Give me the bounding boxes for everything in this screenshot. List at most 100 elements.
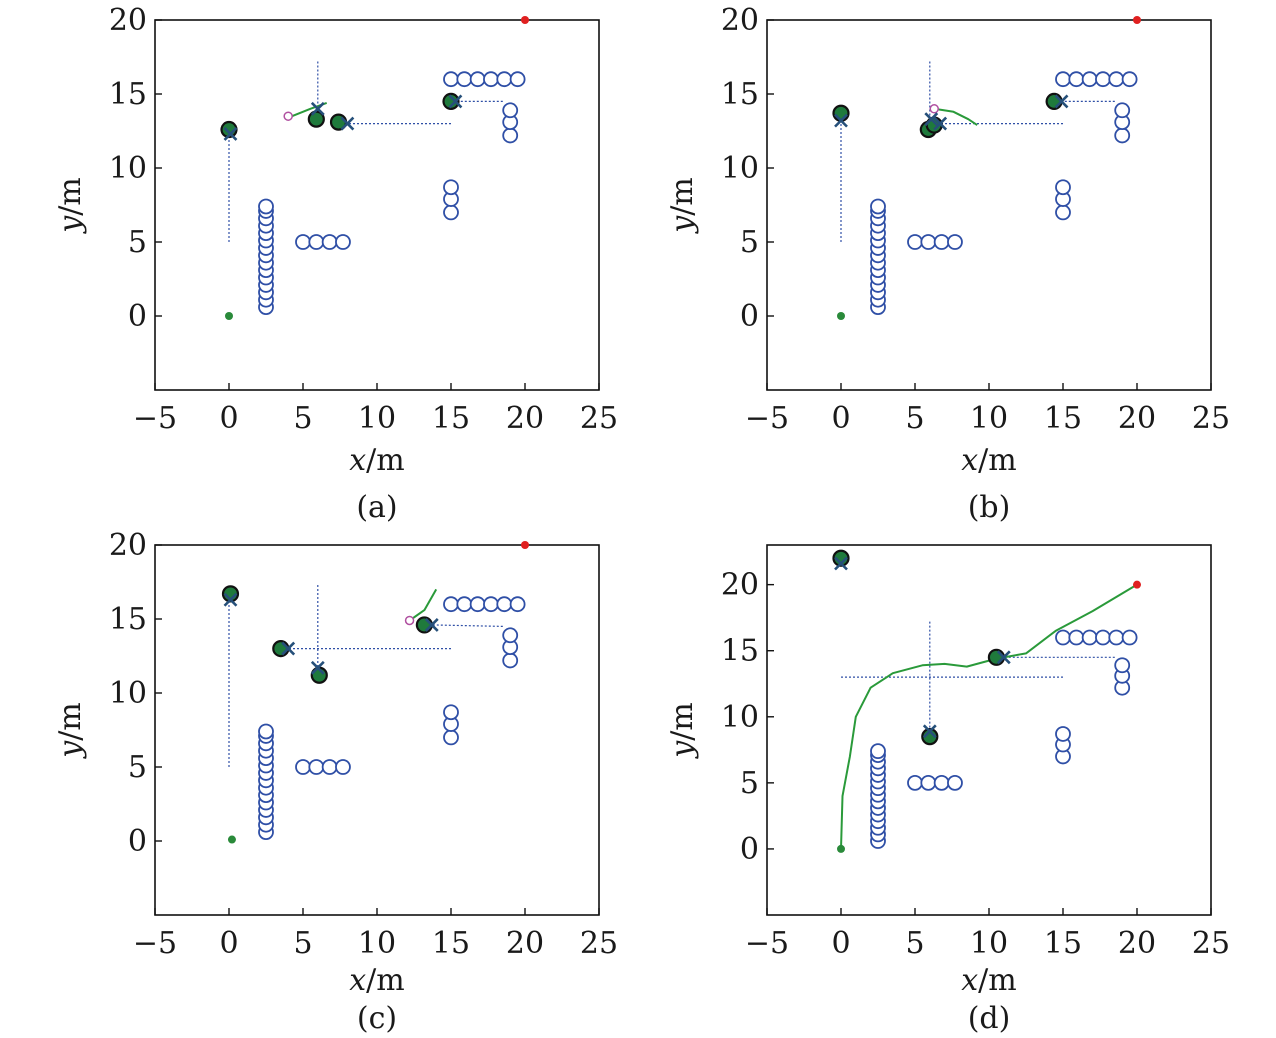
obstacle-circle bbox=[1055, 726, 1071, 742]
y-tick-label: 10 bbox=[721, 151, 759, 186]
x-tick-label: −5 bbox=[745, 401, 789, 436]
start-point bbox=[837, 844, 845, 853]
y-tick-label: 20 bbox=[721, 568, 759, 603]
heading-marker bbox=[310, 660, 325, 675]
x-tick-label: 5 bbox=[293, 926, 312, 961]
x-tick-label: 10 bbox=[358, 926, 396, 961]
x-tick-label: 5 bbox=[905, 401, 924, 436]
x-tick-label: 20 bbox=[506, 401, 544, 436]
y-tick-label: 5 bbox=[740, 225, 759, 260]
predicted-point bbox=[929, 104, 939, 114]
y-axis-label: y/m bbox=[665, 177, 700, 235]
x-tick-label: 0 bbox=[831, 401, 850, 436]
subplot-d: (d) x/m y/m −5 0 5 10 15 20 25 0 5 10 15 20 bbox=[665, 544, 1230, 1036]
obstacle-circle bbox=[933, 234, 950, 250]
dynamic-obstacle bbox=[987, 648, 1006, 666]
obstacle-circle bbox=[907, 774, 923, 791]
obstacle-circle bbox=[295, 234, 311, 250]
dynamic-obstacle bbox=[1045, 92, 1063, 111]
y-tick-label: 5 bbox=[740, 766, 759, 801]
obstacle-circle bbox=[1068, 629, 1085, 646]
obstacle-circle bbox=[308, 759, 325, 775]
obstacle-circle bbox=[1095, 629, 1111, 646]
dynamic-obstacle bbox=[832, 549, 850, 567]
y-tick-label: 10 bbox=[109, 151, 147, 186]
heading-marker bbox=[933, 116, 948, 131]
start-point bbox=[225, 312, 233, 320]
subplot-c: (c) x/m y/m −5 0 5 10 15 20 25 0 5 10 15 20 bbox=[53, 528, 618, 1036]
heading-marker bbox=[834, 113, 848, 128]
obstacle-circle bbox=[1055, 179, 1071, 196]
x-tick-label: 20 bbox=[506, 926, 544, 961]
heading-marker bbox=[996, 650, 1011, 665]
heading-marker bbox=[448, 94, 463, 109]
predicted-point bbox=[404, 615, 415, 626]
goal-point bbox=[521, 16, 529, 24]
heading-marker bbox=[281, 641, 296, 656]
x-tick-label: −5 bbox=[133, 401, 177, 436]
start-point bbox=[227, 835, 236, 844]
guide-line bbox=[431, 624, 503, 627]
obstacle-circle bbox=[321, 234, 338, 250]
x-tick-label: 15 bbox=[432, 926, 470, 961]
y-tick-label: 0 bbox=[740, 832, 759, 867]
plot-frame bbox=[154, 544, 600, 916]
obstacle-circle bbox=[920, 234, 937, 250]
goal-point bbox=[1133, 580, 1141, 589]
obstacle-circle bbox=[1108, 629, 1125, 646]
obstacle-circle bbox=[443, 204, 459, 221]
x-tick-label: −5 bbox=[745, 926, 789, 961]
y-tick-label: 0 bbox=[128, 299, 147, 334]
obstacle-circle bbox=[502, 652, 519, 669]
y-axis-label: y/m bbox=[53, 702, 88, 760]
x-tick-label: 5 bbox=[905, 926, 924, 961]
x-tick-label: 25 bbox=[580, 926, 618, 961]
plot-frame bbox=[154, 19, 600, 391]
obstacle-circle bbox=[258, 198, 274, 215]
y-tick-label: 20 bbox=[109, 3, 147, 38]
y-tick-label: 5 bbox=[128, 225, 147, 260]
obstacle-circle bbox=[1121, 71, 1138, 88]
obstacle-circle bbox=[1068, 71, 1085, 88]
x-axis-label: x/m bbox=[961, 443, 1016, 478]
y-axis-label: y/m bbox=[53, 177, 88, 235]
heading-marker bbox=[834, 556, 848, 571]
x-tick-label: 20 bbox=[1118, 401, 1156, 436]
trajectory-line bbox=[934, 107, 978, 126]
x-tick-label: 0 bbox=[831, 926, 850, 961]
obstacle-circle bbox=[258, 723, 274, 740]
x-axis-label: x/m bbox=[349, 963, 404, 998]
obstacle-circle bbox=[456, 596, 473, 613]
y-tick-label: 10 bbox=[721, 700, 759, 735]
obstacle-circle bbox=[502, 627, 519, 644]
heading-marker bbox=[1054, 94, 1069, 109]
heading-marker bbox=[424, 618, 439, 632]
obstacle-circle bbox=[509, 596, 526, 613]
obstacle-circle bbox=[1121, 629, 1138, 646]
obstacle-circle bbox=[920, 774, 937, 791]
x-axis-label: x/m bbox=[349, 443, 404, 478]
obstacle-circle bbox=[907, 234, 923, 250]
obstacle-circle bbox=[321, 759, 338, 775]
obstacle-circle bbox=[469, 596, 486, 613]
subplot-b: (b) x/m y/m −5 0 5 10 15 20 25 0 5 10 15 20 bbox=[665, 3, 1230, 525]
y-tick-label: 15 bbox=[721, 634, 759, 669]
obstacle-circle bbox=[870, 743, 886, 760]
y-tick-label: 15 bbox=[721, 77, 759, 112]
obstacle-circle bbox=[870, 198, 886, 215]
trajectory-line bbox=[409, 588, 438, 622]
x-tick-label: −5 bbox=[133, 926, 177, 961]
obstacle-circle bbox=[443, 71, 459, 88]
x-tick-label: 25 bbox=[1192, 401, 1230, 436]
obstacle-circle bbox=[443, 596, 459, 613]
obstacle-circle bbox=[1081, 629, 1098, 646]
dynamic-obstacle bbox=[272, 639, 290, 658]
y-tick-label: 5 bbox=[128, 750, 147, 785]
x-tick-label: 15 bbox=[1044, 401, 1082, 436]
x-tick-label: 10 bbox=[970, 926, 1008, 961]
x-tick-label: 20 bbox=[1118, 926, 1156, 961]
y-tick-label: 20 bbox=[721, 3, 759, 38]
x-axis-label: x/m bbox=[961, 963, 1016, 998]
obstacle-circle bbox=[443, 179, 459, 196]
